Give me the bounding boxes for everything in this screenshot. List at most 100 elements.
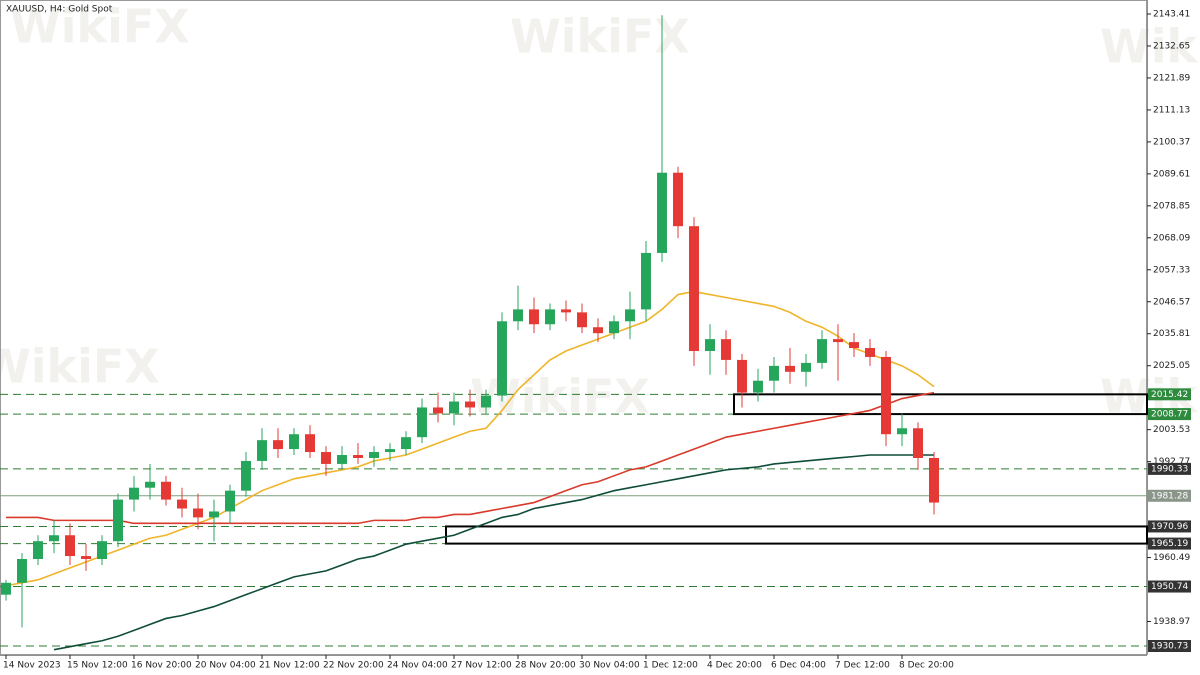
candle-body bbox=[929, 457, 939, 503]
candle-body bbox=[577, 312, 587, 328]
price-label-box bbox=[1148, 408, 1191, 421]
zone-box bbox=[445, 525, 1148, 545]
candle-body bbox=[145, 481, 155, 488]
price-label-box bbox=[1148, 520, 1191, 533]
candle-body bbox=[561, 309, 571, 313]
candle-body bbox=[1, 582, 11, 595]
x-tick-label: 30 Nov 04:00 bbox=[579, 661, 640, 671]
candle-body bbox=[513, 309, 523, 322]
candle-body bbox=[353, 455, 363, 458]
candle-body bbox=[449, 401, 459, 414]
candle-body bbox=[657, 172, 667, 253]
x-tick-label: 7 Dec 12:00 bbox=[835, 661, 890, 671]
price-label: 1930.73 bbox=[1151, 641, 1188, 651]
candle-body bbox=[33, 541, 43, 560]
y-tick-label: 2068.09 bbox=[1153, 233, 1190, 243]
price-label: 2015.42 bbox=[1151, 390, 1188, 400]
candle-body bbox=[257, 440, 267, 461]
y-tick-label: 2046.57 bbox=[1153, 297, 1190, 307]
y-tick-label: 2078.85 bbox=[1153, 201, 1190, 211]
y-tick-label: 2025.05 bbox=[1153, 361, 1190, 371]
y-tick-label: 2143.41 bbox=[1153, 9, 1190, 19]
candle-body bbox=[737, 359, 747, 393]
candle-body bbox=[161, 481, 171, 500]
candle-body bbox=[641, 252, 651, 310]
y-tick-label: 2057.33 bbox=[1153, 265, 1190, 275]
candle-body bbox=[241, 460, 251, 491]
x-tick-label: 24 Nov 04:00 bbox=[387, 661, 448, 671]
watermark: WikiFX bbox=[10, 0, 190, 54]
x-tick-label: 28 Nov 20:00 bbox=[515, 661, 576, 671]
y-tick-label: 2003.53 bbox=[1153, 425, 1190, 435]
candle-body bbox=[609, 321, 619, 334]
candle-body bbox=[385, 449, 395, 453]
candle-body bbox=[337, 455, 347, 464]
candle-body bbox=[193, 508, 203, 518]
price-label-box bbox=[1148, 489, 1191, 502]
moving-average bbox=[53, 454, 934, 651]
x-tick-label: 14 Nov 2023 bbox=[3, 661, 61, 671]
candle-body bbox=[289, 434, 299, 450]
candle-body bbox=[65, 535, 75, 557]
price-label: 1970.96 bbox=[1151, 522, 1188, 532]
x-tick-label: 1 Dec 12:00 bbox=[643, 661, 698, 671]
y-tick-label: 2121.89 bbox=[1153, 73, 1190, 83]
candle-body bbox=[913, 428, 923, 458]
x-tick-label: 15 Nov 12:00 bbox=[67, 661, 128, 671]
candle-body bbox=[769, 365, 779, 381]
chart-title: XAUUSD, H4: Gold Spot bbox=[6, 5, 113, 15]
candle-body bbox=[49, 535, 59, 542]
candle-body bbox=[673, 172, 683, 227]
candle-body bbox=[417, 407, 427, 438]
y-tick-label: 2132.65 bbox=[1153, 41, 1190, 51]
x-tick-label: 4 Dec 20:00 bbox=[707, 661, 762, 671]
candle-body bbox=[321, 452, 331, 464]
candle-body bbox=[481, 395, 491, 408]
candle-body bbox=[849, 342, 859, 349]
candle-body bbox=[177, 499, 187, 509]
watermark: WikiFX bbox=[0, 340, 160, 394]
candle-body bbox=[545, 309, 555, 325]
candle-body bbox=[209, 511, 219, 518]
candle-body bbox=[721, 339, 731, 360]
candle-body bbox=[81, 556, 91, 560]
candle-body bbox=[225, 490, 235, 512]
price-label: 1981.28 bbox=[1151, 491, 1188, 501]
x-tick-label: 8 Dec 20:00 bbox=[899, 661, 954, 671]
candle-body bbox=[865, 348, 875, 357]
x-tick-label: 27 Nov 12:00 bbox=[451, 661, 512, 671]
price-label-box bbox=[1148, 639, 1191, 652]
price-label-box bbox=[1148, 462, 1191, 475]
plot-frame bbox=[0, 0, 1147, 655]
candle-body bbox=[801, 362, 811, 372]
zone-box bbox=[733, 393, 1148, 416]
y-tick-label: 1992.77 bbox=[1153, 457, 1190, 467]
candle-body bbox=[113, 499, 123, 542]
price-label: 2008.77 bbox=[1151, 410, 1188, 420]
candle-body bbox=[465, 401, 475, 408]
price-label: 1965.19 bbox=[1151, 539, 1188, 549]
candle-body bbox=[529, 309, 539, 325]
price-label-box bbox=[1148, 580, 1191, 593]
candle-body bbox=[881, 356, 891, 435]
price-label-box bbox=[1148, 537, 1191, 550]
y-tick-label: 2035.81 bbox=[1153, 329, 1190, 339]
candle-body bbox=[97, 541, 107, 560]
candle-body bbox=[689, 226, 699, 352]
x-tick-label: 20 Nov 04:00 bbox=[195, 661, 256, 671]
moving-average bbox=[5, 290, 935, 587]
candle-body bbox=[593, 327, 603, 334]
moving-average bbox=[6, 391, 935, 525]
price-label: 1990.33 bbox=[1151, 464, 1188, 474]
candle-body bbox=[273, 440, 283, 450]
candle-body bbox=[369, 452, 379, 458]
y-tick-label: 2111.13 bbox=[1153, 105, 1190, 115]
watermark: WikiFX bbox=[510, 10, 690, 64]
candle-body bbox=[833, 339, 843, 343]
candle-body bbox=[897, 428, 907, 435]
candle-body bbox=[129, 487, 139, 500]
candle-body bbox=[305, 434, 315, 453]
x-tick-label: 16 Nov 20:00 bbox=[131, 661, 192, 671]
